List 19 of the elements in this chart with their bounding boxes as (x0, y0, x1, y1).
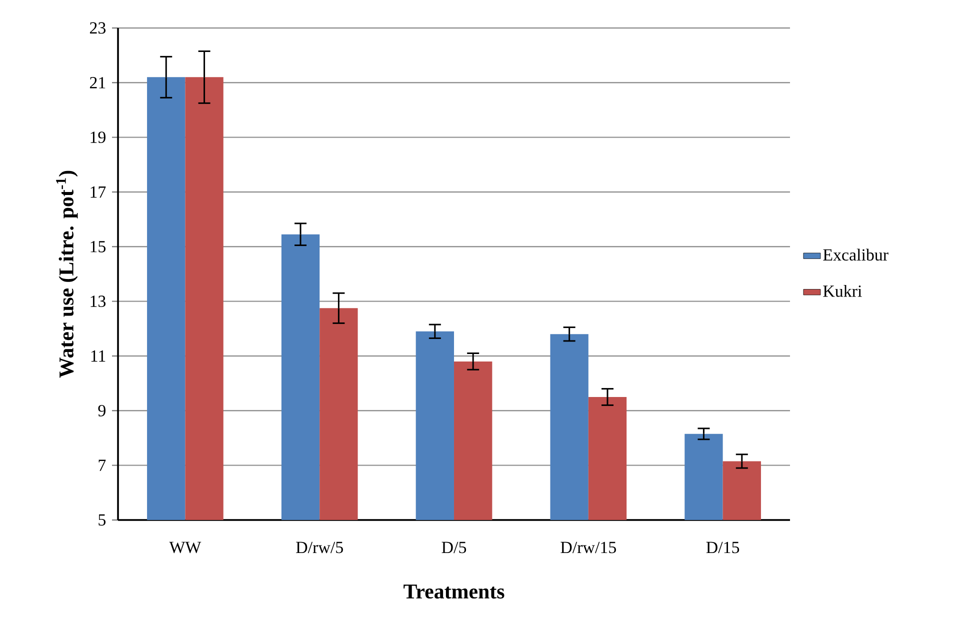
y-tick-label: 5 (98, 514, 106, 526)
y-tick-label: 21 (90, 77, 106, 88)
y-tick-label: 9 (98, 404, 106, 416)
x-tick-label: D/rw/5 (296, 542, 343, 554)
x-tick-label: WW (169, 542, 202, 554)
y-axis-title: Water use (Litre. pot$^{-1}$) (56, 170, 78, 378)
legend-label: Excalibur (823, 248, 888, 261)
y-tick-label: 11 (91, 350, 106, 362)
legend-label: Kukri (823, 284, 862, 297)
y-tick-label: 23 (90, 22, 106, 34)
x-tick-label: D/15 (706, 542, 740, 554)
x-tick-label: D/5 (442, 542, 466, 554)
y-tick-label: 13 (90, 296, 106, 308)
x-axis-title: Treatments (404, 584, 504, 599)
x-tick-label: D/rw/15 (560, 542, 616, 554)
y-tick-label: 7 (98, 460, 106, 471)
y-tick-label: 15 (90, 240, 106, 252)
y-tick-label: 19 (90, 132, 106, 144)
y-tick-label: 17 (90, 186, 106, 198)
